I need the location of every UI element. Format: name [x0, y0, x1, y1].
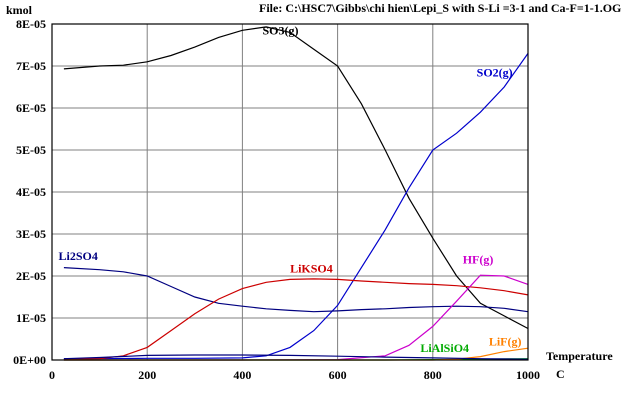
x-tick-label: 1000: [516, 368, 540, 382]
series-line-likso4: [63, 278, 529, 361]
series-label-so3-g: SO3(g): [262, 24, 298, 38]
x-axis-unit: C: [556, 367, 565, 381]
grid: [51, 23, 529, 361]
x-tick-label: 400: [233, 368, 251, 382]
x-tick-label: 0: [49, 368, 55, 382]
x-axis-label: Temperature: [546, 349, 613, 363]
x-tick-label: 600: [329, 368, 347, 382]
x-tick-label: 800: [424, 368, 442, 382]
y-tick-label: 1E-05: [16, 311, 46, 325]
series-label-li2so4: Li2SO4: [59, 249, 98, 263]
series-label-likso4: LiKSO4: [290, 262, 333, 276]
y-tick-label: 0E+00: [13, 353, 46, 367]
y-tick-label: 4E-05: [16, 185, 46, 199]
y-tick-label: 5E-05: [16, 143, 46, 157]
series-line-so3-g: [63, 26, 529, 330]
y-tick-label: 3E-05: [16, 227, 46, 241]
tick-labels: 0 200 400 600 800 1000 0E+00 1E-05 2E-05 3E-05 4E-…: [13, 17, 540, 382]
plot-frame: [51, 23, 529, 361]
y-tick-label: 6E-05: [16, 101, 46, 115]
y-tick-label: 2E-05: [16, 269, 46, 283]
y-axis-label: kmol: [6, 3, 33, 17]
page-header: File: C:\HSC7\Gibbs\chi hien\Lepi_S with…: [259, 1, 622, 15]
series-lines: [63, 26, 529, 361]
series-label-lif-g: LiF(g): [489, 335, 522, 349]
y-tick-label: 8E-05: [16, 17, 46, 31]
series-line-unlabeled: [63, 354, 529, 360]
series-line-so2-g: [63, 53, 529, 360]
series-line-li2so4: [63, 267, 529, 313]
series-label-hf-g: HF(g): [463, 252, 494, 266]
y-tick-label: 7E-05: [16, 59, 46, 73]
series-labels: SO3(g) SO2(g) Li2SO4 LiKSO4 HF(g) LiAlSiO4 LiF…: [59, 24, 522, 356]
series-label-so2-g: SO2(g): [477, 66, 513, 80]
series-label-lialsio4: LiAlSiO4: [420, 341, 469, 355]
x-tick-label: 200: [138, 368, 156, 382]
